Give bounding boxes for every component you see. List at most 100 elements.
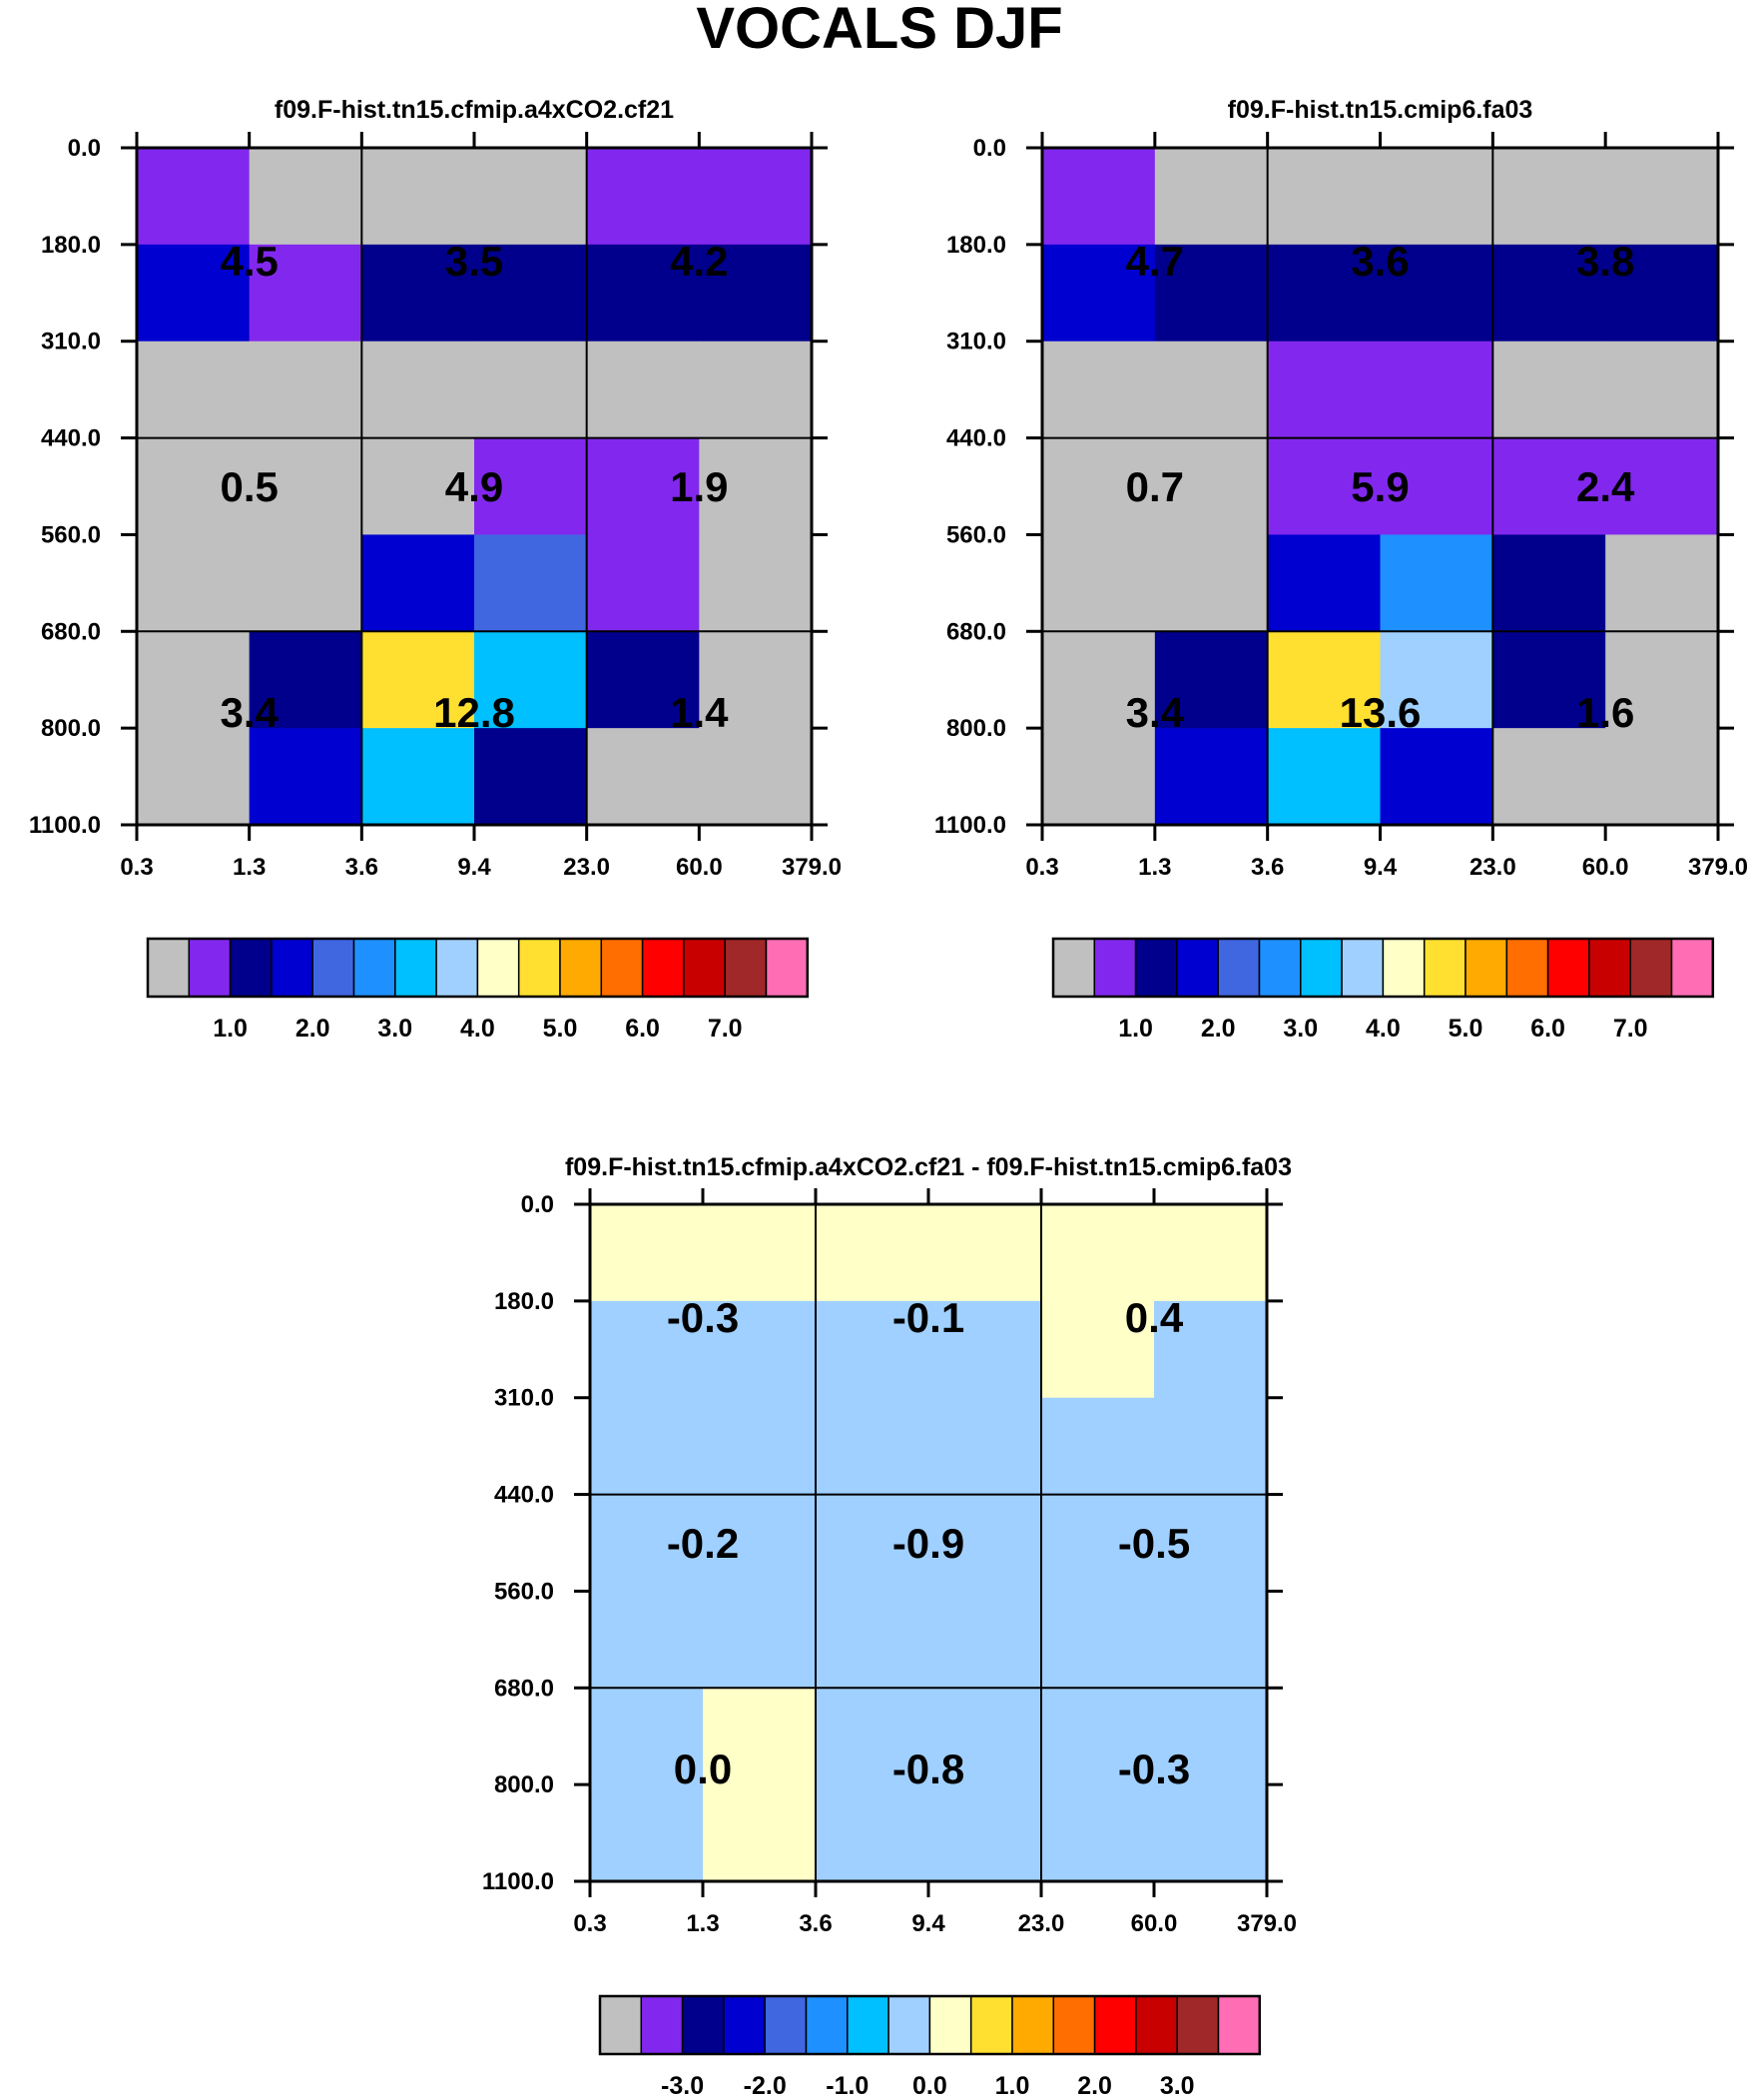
x-tick-label: 1.3	[1138, 854, 1171, 881]
heatmap-cell	[699, 728, 813, 826]
heatmap-cell	[928, 1591, 1042, 1689]
heatmap-cell	[1267, 244, 1382, 343]
heatmap-cell	[816, 1784, 929, 1882]
heatmap-cell	[1041, 1397, 1155, 1496]
heatmap-cell	[1380, 244, 1493, 343]
x-tick-label: 3.6	[345, 854, 378, 881]
colorbar-swatch	[1176, 938, 1219, 998]
cell-value-label: -0.3	[667, 1294, 739, 1341]
colorbar-swatch	[559, 938, 603, 998]
colorbar-swatch	[435, 938, 479, 998]
heatmap-cell	[703, 1494, 817, 1593]
heatmap-cell	[1154, 1397, 1268, 1496]
x-tick-label: 23.0	[563, 854, 610, 881]
cell-value-label: 0.4	[1125, 1294, 1184, 1341]
colorbar-swatch	[188, 938, 232, 998]
heatmap-cell	[586, 728, 700, 826]
heatmap-cell	[1042, 341, 1156, 439]
colorbar-swatch	[394, 938, 437, 998]
heatmap-cell	[816, 1688, 929, 1785]
heatmap-cell	[1154, 1494, 1268, 1593]
heatmap-cell	[474, 341, 588, 439]
cell-value-label: 3.4	[220, 689, 279, 736]
heatmap-cell	[1041, 1494, 1155, 1593]
cell-value-label: 1.9	[670, 463, 728, 510]
colorbar-swatch	[1258, 938, 1302, 998]
cell-value-label: 0.0	[674, 1746, 732, 1792]
y-tick-label: 310.0	[494, 1385, 554, 1412]
heatmap-cell	[1154, 1591, 1268, 1689]
y-tick-label: 440.0	[494, 1482, 554, 1509]
colorbar-swatch	[147, 938, 191, 998]
heatmap-cell	[474, 437, 588, 536]
heatmap-cell	[137, 728, 251, 826]
heatmap-cell	[928, 1784, 1042, 1882]
heatmap-cell	[816, 1494, 929, 1593]
colorbar-swatch	[1052, 938, 1096, 998]
x-tick-label: 3.6	[799, 1910, 832, 1937]
heatmap-cell	[586, 534, 700, 632]
colorbar-swatch	[681, 1995, 725, 2055]
cell-value-label: -0.8	[892, 1746, 964, 1792]
heatmap-cell	[1041, 1300, 1155, 1399]
colorbar-swatch	[764, 1995, 808, 2055]
colorbar-tick-label: -1.0	[826, 2072, 869, 2100]
heatmap-cell	[1605, 148, 1719, 246]
colorbar-swatch	[1093, 1995, 1137, 2055]
colorbar-swatch	[1588, 938, 1631, 998]
heatmap-cell	[1042, 148, 1156, 246]
heatmap-cell	[586, 437, 700, 536]
heatmap-cell	[816, 1397, 929, 1496]
y-tick-label: 560.0	[41, 521, 101, 548]
colorbar-swatch	[847, 1995, 889, 2055]
colorbar-swatch	[805, 1995, 849, 2055]
panel-title: f09.F-hist.tn15.cfmip.a4xCO2.cf21	[275, 96, 674, 124]
heatmap-cell	[699, 341, 813, 439]
cell-value-label: 4.2	[670, 238, 728, 285]
heatmap-cell	[249, 148, 362, 246]
heatmap-cell	[1154, 631, 1269, 729]
colorbar-tick-label: 3.0	[377, 1015, 412, 1043]
colorbar-tick-label: 2.0	[1201, 1015, 1236, 1043]
heatmap-cell	[1154, 341, 1269, 439]
heatmap-cell	[1605, 631, 1719, 729]
heatmap-cell	[590, 1688, 704, 1785]
colorbar-swatch	[1217, 938, 1261, 998]
heatmap-cell	[928, 1688, 1042, 1785]
y-tick-label: 560.0	[946, 521, 1006, 548]
colorbar-swatch	[311, 938, 355, 998]
heatmap-cell	[1154, 148, 1269, 246]
panel-fa03: f09.F-hist.tn15.cmip6.fa03 0.0 180.0 310.0 4…	[934, 96, 1748, 1043]
heatmap-cell	[928, 1204, 1042, 1302]
y-tick-label: 680.0	[946, 618, 1006, 645]
cell-value-label: 12.8	[433, 689, 515, 736]
heatmap-cell	[1267, 631, 1382, 729]
heatmap-cell	[699, 148, 813, 246]
heatmap-cell	[1605, 728, 1719, 826]
colorbar-tick-label: -2.0	[744, 2072, 787, 2100]
panel-difference: f09.F-hist.tn15.cfmip.a4xCO2.cf21 - f09.…	[482, 1153, 1297, 2100]
colorbar-swatch	[1629, 938, 1673, 998]
heatmap-cell	[590, 1494, 704, 1593]
heatmap-cell	[137, 631, 251, 729]
cell-value-label: 4.5	[220, 238, 278, 285]
heatmap-cell	[1267, 148, 1382, 246]
colorbar-swatch	[1011, 1995, 1055, 2055]
y-tick-label: 180.0	[946, 232, 1006, 259]
y-tick-label: 310.0	[41, 329, 101, 355]
y-tick-label: 560.0	[494, 1578, 554, 1605]
heatmap-cell	[699, 244, 813, 343]
cell-value-label: 4.9	[445, 463, 503, 510]
colorbar-tick-label: 4.0	[460, 1015, 495, 1043]
heatmap-cell	[1380, 728, 1493, 826]
cell-value-label: 4.7	[1126, 238, 1184, 285]
heatmap-cell	[1042, 534, 1156, 632]
heatmap-cell	[361, 631, 475, 729]
y-tick-label: 0.0	[973, 135, 1006, 162]
heatmap-cell	[1154, 534, 1269, 632]
colorbar-tick-label: 4.0	[1366, 1015, 1401, 1043]
cell-value-label: 13.6	[1340, 689, 1422, 736]
heatmap-cell	[703, 1204, 817, 1302]
heatmap-cell	[474, 631, 588, 729]
heatmap-cell	[137, 437, 251, 536]
